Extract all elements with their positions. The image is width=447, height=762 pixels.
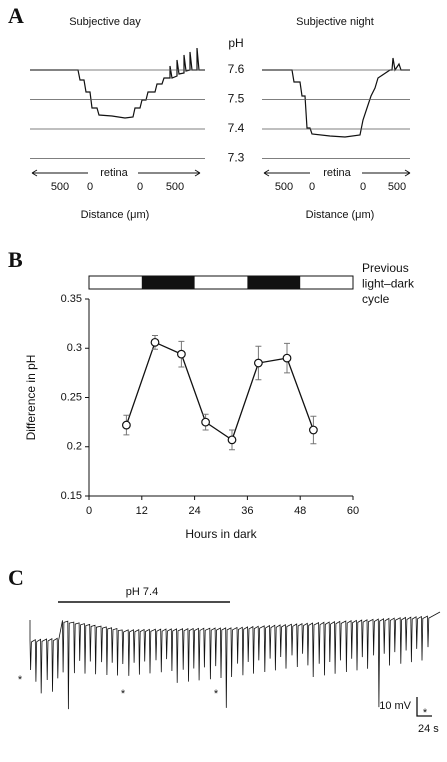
x-tick-label: 0 xyxy=(86,505,92,517)
point xyxy=(282,353,292,363)
marker: * xyxy=(214,688,219,700)
point xyxy=(227,435,237,445)
bar-label: pH 7.4 xyxy=(126,586,158,598)
x-tick-label: 12 xyxy=(136,505,148,517)
panel-label: A xyxy=(8,3,24,28)
x-tick-label: 500 xyxy=(275,181,293,193)
marker: * xyxy=(423,707,428,719)
cycle-bar xyxy=(88,275,354,290)
y-tick-label: 7.4 xyxy=(228,121,245,135)
y-tick-label: 7.6 xyxy=(228,62,245,76)
x-tick-label: 0 xyxy=(87,181,93,193)
axis-label: Difference in pH xyxy=(24,355,38,441)
axis-label: Distance (μm) xyxy=(81,209,150,221)
y-tick-label: 7.3 xyxy=(228,151,245,165)
ph-trace xyxy=(262,57,410,138)
membrane-trace xyxy=(29,611,441,710)
point xyxy=(253,358,263,368)
cycle-label: cycle xyxy=(362,292,390,306)
trace-title: Subjective day xyxy=(69,16,141,28)
point xyxy=(150,337,160,347)
region-label: retina xyxy=(323,167,351,179)
y-tick-label: 0.25 xyxy=(61,391,82,403)
y-tick-label: 0.15 xyxy=(61,490,82,502)
scale-label: 24 s xyxy=(418,723,439,735)
distance-axis xyxy=(31,169,411,177)
x-tick-label: 500 xyxy=(51,181,69,193)
point xyxy=(201,417,211,427)
x-tick-label: 0 xyxy=(309,181,315,193)
x-tick-label: 48 xyxy=(294,505,306,517)
cycle-label: Previous xyxy=(362,261,409,275)
x-tick-label: 500 xyxy=(166,181,184,193)
cycle-label: light–dark xyxy=(362,277,415,291)
line xyxy=(125,341,315,441)
axis-label: pH xyxy=(228,36,243,50)
y-tick-label: 0.35 xyxy=(61,293,82,305)
dark-period xyxy=(247,276,301,289)
y-tick-label: 0.3 xyxy=(67,342,82,354)
x-tick-label: 60 xyxy=(347,505,359,517)
x-tick-label: 36 xyxy=(241,505,253,517)
axis-label: Hours in dark xyxy=(185,527,257,541)
panel-label: B xyxy=(8,247,23,272)
x-tick-label: 0 xyxy=(360,181,366,193)
point xyxy=(121,420,131,430)
axis-label: Distance (μm) xyxy=(306,209,375,221)
point xyxy=(176,349,186,359)
y-tick-label: 0.2 xyxy=(67,441,82,453)
scale-label: 10 mV xyxy=(379,700,411,712)
trace-title: Subjective night xyxy=(296,16,374,28)
panel-label: C xyxy=(8,565,24,590)
region-label: retina xyxy=(100,167,128,179)
x-tick-label: 500 xyxy=(388,181,406,193)
y-tick-label: 7.5 xyxy=(228,92,245,106)
ph-trace xyxy=(30,47,205,119)
marker: * xyxy=(18,674,23,686)
dark-period xyxy=(141,276,195,289)
x-tick-label: 24 xyxy=(188,505,200,517)
marker: * xyxy=(121,688,126,700)
point xyxy=(309,425,318,435)
scale-bar xyxy=(416,697,432,717)
x-tick-label: 0 xyxy=(137,181,143,193)
